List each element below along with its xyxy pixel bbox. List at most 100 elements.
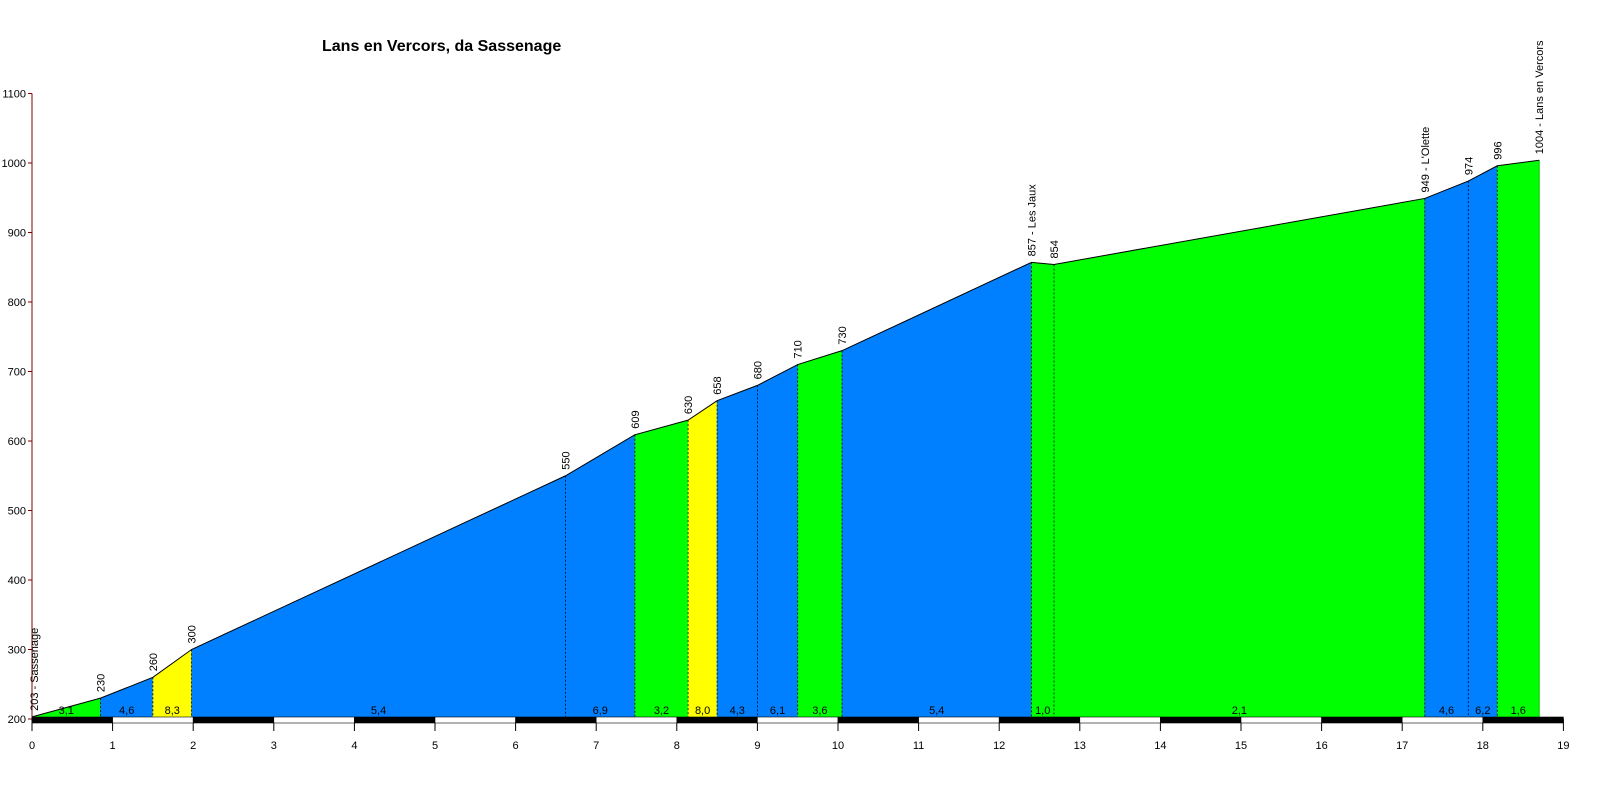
segment-areas xyxy=(31,159,1540,720)
segment-area xyxy=(1053,198,1426,720)
distance-bar-km xyxy=(354,716,436,724)
x-tick-label: 16 xyxy=(1315,740,1327,752)
x-tick-label: 11 xyxy=(913,740,924,752)
point-label: 260 xyxy=(148,653,160,671)
point-label: 680 xyxy=(752,361,764,379)
x-tick-label: 7 xyxy=(593,740,599,752)
x-tick-label: 19 xyxy=(1557,740,1569,752)
point-label: 203 - Sassenage xyxy=(29,628,41,711)
y-tick-label: 300 xyxy=(8,645,26,657)
x-tick-label: 9 xyxy=(754,740,760,752)
x-tick-label: 13 xyxy=(1074,740,1086,752)
point-label: 230 xyxy=(96,674,108,692)
distance-bar-km xyxy=(1321,716,1403,724)
gradient-label: 5,4 xyxy=(371,705,386,717)
chart-title: Lans en Vercors, da Sassenage xyxy=(322,38,562,55)
segment-area xyxy=(687,400,718,720)
distance-bar-km xyxy=(31,716,113,724)
distance-bar-km xyxy=(1482,716,1564,724)
gradient-label: 3,1 xyxy=(59,705,74,717)
distance-bar-km xyxy=(837,716,919,724)
x-tick-label: 3 xyxy=(271,740,277,752)
gradient-label: 6,9 xyxy=(593,705,608,717)
x-tick-label: 15 xyxy=(1235,740,1247,752)
distance-bar-km xyxy=(998,716,1081,724)
distance-bar xyxy=(31,716,1564,724)
x-tick-label: 14 xyxy=(1154,740,1166,752)
point-label: 974 xyxy=(1463,157,1475,175)
point-label: 609 xyxy=(630,410,642,428)
x-tick-label: 4 xyxy=(351,740,357,752)
x-tick-label: 0 xyxy=(29,740,35,752)
y-tick-label: 600 xyxy=(8,436,26,448)
point-label: 857 - Les Jaux xyxy=(1026,184,1038,257)
gradient-label: 8,3 xyxy=(165,705,180,717)
segment-area xyxy=(1468,165,1498,720)
gradient-label: 4,6 xyxy=(1439,705,1454,717)
gradient-label: 1,6 xyxy=(1511,705,1526,717)
distance-bar-km xyxy=(112,716,194,724)
gradient-label: 6,2 xyxy=(1475,705,1490,717)
x-tick-label: 2 xyxy=(190,740,196,752)
gradient-label: 4,6 xyxy=(119,705,134,717)
segment-area xyxy=(1031,262,1055,720)
gradient-labels: 3,1 4,6 8,3 5,4 6,9 3,2 8,0 4,3 6,1 3,6 5,4 1,0 2,1 4… xyxy=(59,705,1526,717)
y-tick-label: 200 xyxy=(8,714,26,726)
point-label: 1004 - Lans en Vercors xyxy=(1534,40,1546,154)
x-tick-label: 1 xyxy=(110,740,116,752)
distance-bar-km xyxy=(273,716,355,724)
distance-bar-km xyxy=(1240,716,1322,724)
distance-bar-km xyxy=(595,716,678,724)
segment-area xyxy=(634,419,689,720)
point-label: 658 xyxy=(712,376,724,394)
point-label: 949 - L'Olette xyxy=(1420,127,1432,193)
x-tick-label: 5 xyxy=(432,740,438,752)
x-tick-label: 10 xyxy=(832,740,844,752)
segment-dividers xyxy=(100,160,1540,719)
x-tick-label: 8 xyxy=(674,740,680,752)
point-label: 550 xyxy=(561,451,573,469)
segment-area xyxy=(191,475,566,720)
point-label: 300 xyxy=(187,625,199,643)
gradient-label: 2,1 xyxy=(1232,705,1247,717)
segment-area xyxy=(841,261,1032,720)
segment-area xyxy=(797,350,843,720)
point-label: 996 xyxy=(1492,141,1504,159)
gradient-label: 8,0 xyxy=(695,705,710,717)
y-tick-label: 700 xyxy=(8,367,26,379)
point-label: 630 xyxy=(683,396,695,414)
y-tick-label: 500 xyxy=(8,506,26,518)
gradient-label: 5,4 xyxy=(929,705,944,717)
distance-bar-km xyxy=(676,716,758,724)
gradient-label: 3,6 xyxy=(812,705,827,717)
point-label: 710 xyxy=(793,340,805,358)
y-tick-label: 900 xyxy=(8,228,26,240)
x-tick-label: 17 xyxy=(1396,740,1408,752)
segment-area xyxy=(565,434,636,720)
point-label: 730 xyxy=(837,326,849,344)
distance-bar-km xyxy=(434,716,516,724)
segment-area xyxy=(716,385,758,720)
distance-bar-km xyxy=(918,716,1000,724)
y-tick-label: 400 xyxy=(8,575,26,587)
gradient-label: 4,3 xyxy=(730,705,745,717)
profile-line xyxy=(31,159,1540,718)
y-tick-label: 800 xyxy=(8,297,26,309)
segment-area xyxy=(1497,159,1540,720)
x-tick-label: 12 xyxy=(993,740,1005,752)
x-tick-label: 6 xyxy=(513,740,519,752)
distance-bar-km xyxy=(757,716,839,724)
gradient-label: 3,2 xyxy=(654,705,669,717)
point-label: 854 xyxy=(1049,240,1061,258)
distance-bar-km xyxy=(1401,716,1484,724)
x-tick-label: 18 xyxy=(1477,740,1489,752)
distance-bar-km xyxy=(1160,716,1242,724)
gradient-label: 1,0 xyxy=(1035,705,1050,717)
distance-bar-km xyxy=(515,716,597,724)
gradient-label: 6,1 xyxy=(770,705,785,717)
point-labels: 203 - Sassenage 230 260 300 550 609 630 658 680 7… xyxy=(29,40,1546,711)
distance-bar-km xyxy=(192,716,275,724)
y-tick-label: 1100 xyxy=(2,89,26,101)
